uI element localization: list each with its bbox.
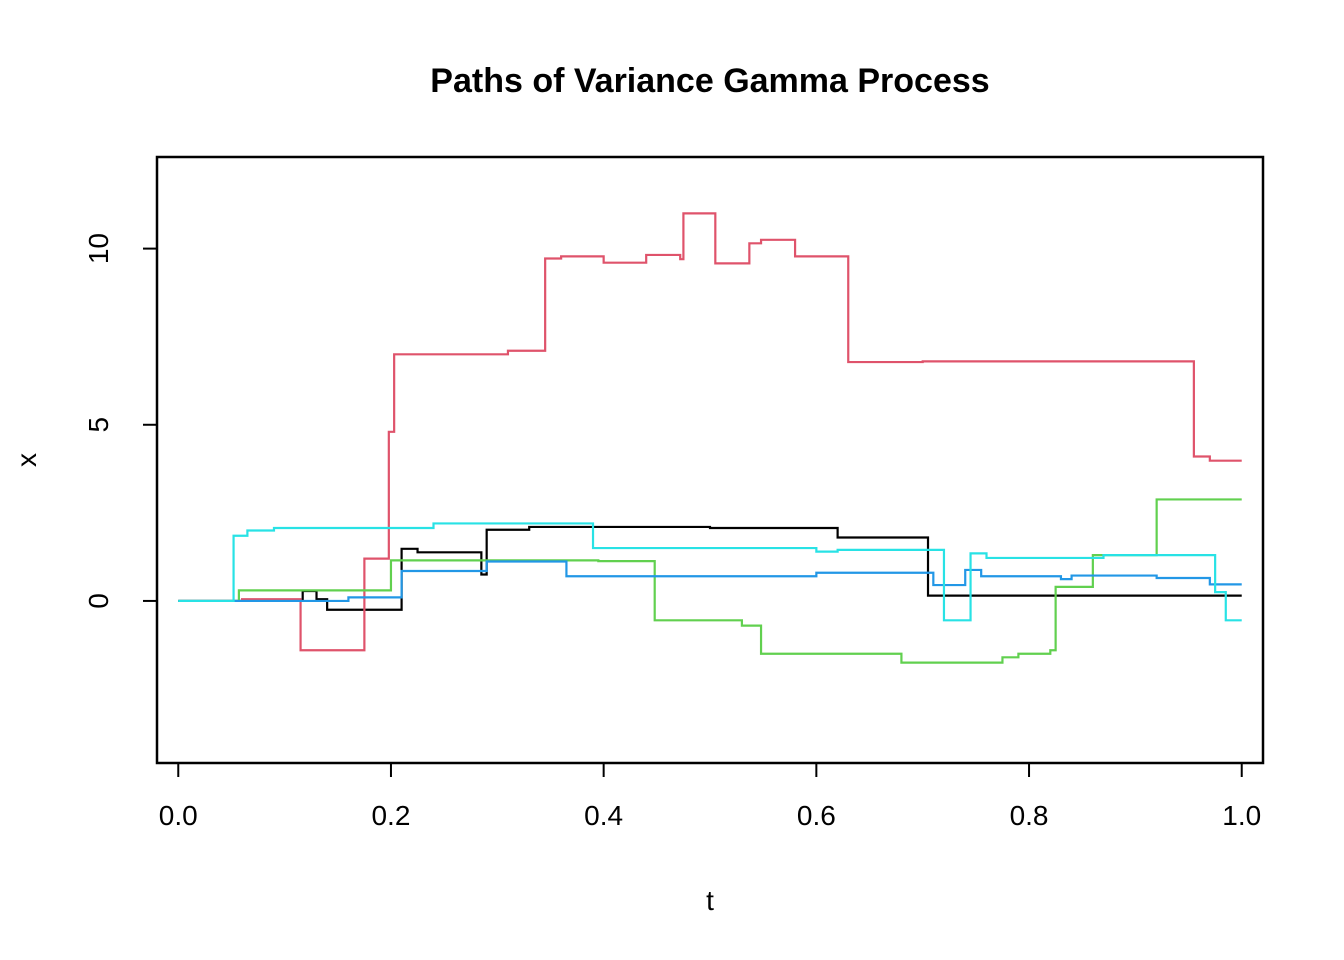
- x-tick-label: 0.0: [159, 800, 198, 831]
- series-line-1: [178, 525, 1242, 611]
- series-line-3: [178, 498, 1242, 664]
- x-tick-label: 0.2: [371, 800, 410, 831]
- x-tick-label: 0.6: [797, 800, 836, 831]
- y-tick-label: 5: [83, 417, 114, 433]
- series-line-5: [178, 522, 1242, 622]
- x-axis-label: t: [706, 885, 714, 916]
- y-axis-label: x: [11, 453, 42, 467]
- y-tick-label: 10: [83, 233, 114, 264]
- x-tick-label: 0.4: [584, 800, 623, 831]
- chart-title: Paths of Variance Gamma Process: [430, 62, 989, 100]
- plot-frame: [155, 155, 1265, 765]
- x-tick-label: 0.8: [1010, 800, 1049, 831]
- series-layer: [178, 212, 1242, 664]
- series-line-2: [178, 212, 1242, 652]
- x-tick-label: 1.0: [1222, 800, 1261, 831]
- axes-layer: 0.0 0.2 0.4 0.6 0.8 1.0 0 5 10: [83, 155, 1265, 831]
- y-tick-label: 0: [83, 593, 114, 609]
- series-line-4: [178, 560, 1242, 603]
